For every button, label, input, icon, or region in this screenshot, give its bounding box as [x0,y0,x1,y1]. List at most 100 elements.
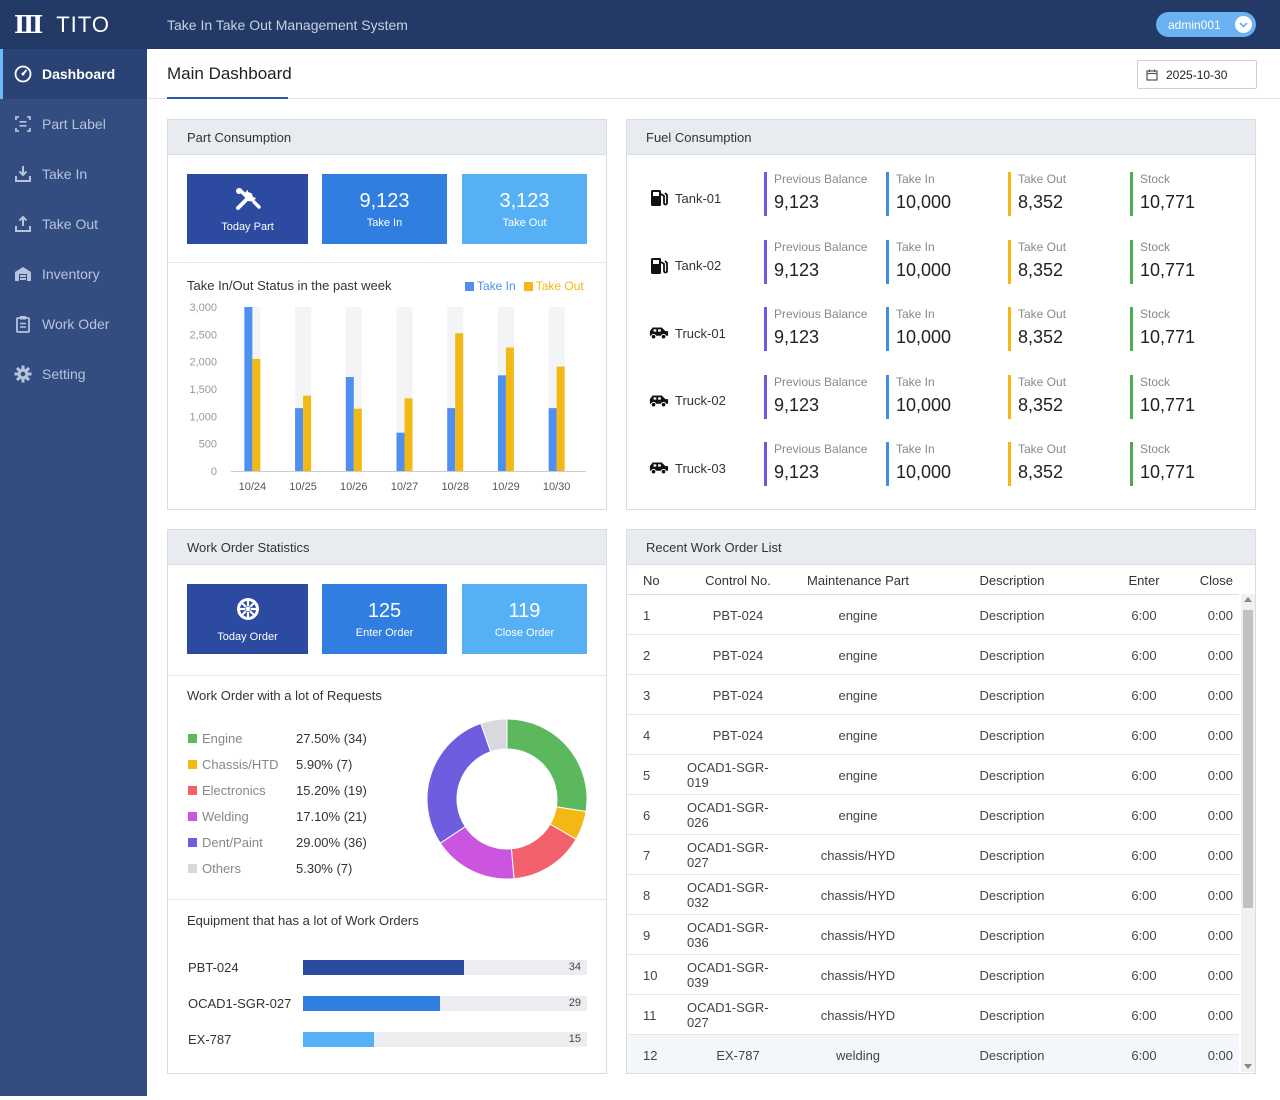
table-cell: Description [979,887,1045,903]
table-row[interactable]: 4 PBT-024 engine Description 6:00 0:00 [627,715,1239,755]
table-cell: 0:00 [1207,687,1233,703]
sidebar-item-take-in[interactable]: Take In [0,149,147,199]
bar-take-in-10-27[interactable] [396,432,405,471]
enter-order-tile[interactable]: 125 Enter Order [322,584,447,654]
table-row[interactable]: 7 OCAD1-SGR-027 chassis/HYD Description 6:00… [627,835,1239,875]
column-header[interactable]: Description [979,572,1045,588]
donut-slice-dent-paint[interactable] [426,722,492,844]
table-cell: 10 [643,967,658,983]
legend-swatch [188,811,197,821]
bar-take-in-10-30[interactable] [548,408,557,471]
bar-take-out-10-28[interactable] [455,333,464,471]
equipment-row[interactable]: OCAD1-SGR-027 29 [168,996,588,1012]
table-cell: OCAD1-SGR-032 [687,880,769,910]
legend-engine[interactable]: Engine 27.50% (34) [188,729,388,747]
y-tick-label: 1,000 [189,411,217,423]
table-cell: engine [838,607,878,623]
take-out-tile[interactable]: 3,123 Take Out [462,174,587,244]
sidebar-item-inventory[interactable]: Inventory [0,249,147,299]
bar-take-out-10-27[interactable] [404,398,413,471]
y-tick-label: 2,500 [189,329,217,341]
equipment-row[interactable]: EX-787 15 [168,1032,588,1048]
fuel-name-label: Truck-01 [675,325,726,341]
legend-dent-paint[interactable]: Dent/Paint 29.00% (36) [188,833,388,851]
fuel-consumption-panel: Fuel Consumption Tank-01 Previous Balance… [626,119,1256,510]
table-row[interactable]: 8 OCAD1-SGR-032 chassis/HYD Description 6:00… [627,875,1239,915]
legend-chassis-htd[interactable]: Chassis/HTD 5.90% (7) [188,755,388,773]
column-header[interactable]: Maintenance Part [807,572,909,588]
bar-take-in-10-26[interactable] [345,376,354,471]
table-row[interactable]: 1 PBT-024 engine Description 6:00 0:00 [627,595,1239,635]
metric-value: 10,771 [1140,192,1196,212]
sidebar-item-label: Dashboard [42,66,116,82]
table-row[interactable]: 11 OCAD1-SGR-027 chassis/HYD Description 6:0… [627,995,1239,1035]
legend-welding[interactable]: Welding 17.10% (21) [188,807,388,825]
bar-take-in-10-28[interactable] [447,408,456,471]
bar-take-in-10-25[interactable] [295,408,304,471]
sidebar-item-setting[interactable]: Setting [0,349,147,399]
column-header[interactable]: Control No. [705,572,771,588]
sidebar-item-take-out[interactable]: Take Out [0,199,147,249]
metric-value: 9,123 [774,327,820,348]
table-cell: 6 [643,807,651,823]
date-picker[interactable]: 2025-10-30 [1137,60,1257,89]
donut-slice-others[interactable] [480,718,508,753]
table-scrollbar[interactable] [1241,594,1255,1072]
table-cell: welding [835,1047,881,1063]
sidebar-item-dashboard[interactable]: Dashboard [0,49,147,99]
table-row[interactable]: 6 OCAD1-SGR-026 engine Description 6:00 0:00 [627,795,1239,835]
equipment-name: EX-787 [188,1032,232,1047]
metric-color-bar [1130,172,1133,216]
column-header[interactable]: Enter [1128,572,1160,588]
sidebar-item-part-label[interactable]: Part Label [0,99,147,149]
fuel-metric-in: Take In 10,000 [886,239,951,288]
table-row[interactable]: 2 PBT-024 engine Description 6:00 0:00 [627,635,1239,675]
legend-others[interactable]: Others 5.30% (7) [188,859,388,877]
today-part-tile[interactable]: Today Part [187,174,308,244]
scroll-up-icon[interactable] [1244,597,1252,602]
equipment-bar-fill [303,960,464,975]
scroll-down-icon[interactable] [1244,1064,1252,1069]
column-header[interactable]: No [643,572,660,588]
sidebar-item-work-oder[interactable]: Work Oder [0,299,147,349]
metric-color-bar [886,239,889,284]
equipment-count: 34 [568,961,581,973]
divider [168,262,606,263]
table-cell: Description [979,927,1045,943]
metric-color-bar [1130,374,1133,419]
fuel-name: Truck-01 [649,299,726,367]
fuel-row-tank-02: Tank-02 Previous Balance 9,123 Take In 10,00… [627,232,1255,300]
app-logo[interactable]: Ⅲ TITO [0,0,147,49]
bar-take-out-10-29[interactable] [505,347,514,471]
bar-take-in-10-24[interactable] [244,307,253,471]
bar-take-in-10-29[interactable] [497,375,506,471]
metric-value: 10,771 [1140,327,1196,348]
bar-take-out-10-26[interactable] [353,408,362,471]
table-row[interactable]: 12 EX-787 welding Description 6:00 0:00 [627,1035,1239,1073]
table-row[interactable]: 3 PBT-024 engine Description 6:00 0:00 [627,675,1239,715]
legend-electronics[interactable]: Electronics 15.20% (19) [188,781,388,799]
table-cell: 7 [643,847,651,863]
take-in-tile[interactable]: 9,123 Take In [322,174,447,244]
table-row[interactable]: 10 OCAD1-SGR-039 chassis/HYD Description 6:0… [627,955,1239,995]
user-menu-button[interactable]: admin001 [1156,12,1256,37]
legend-name: Others [202,860,242,876]
bar-take-out-10-25[interactable] [303,395,312,471]
table-cell: engine [838,727,878,743]
table-row[interactable]: 5 OCAD1-SGR-019 engine Description 6:00 0:00 [627,755,1239,795]
wheel-icon [235,596,261,627]
today-order-tile[interactable]: Today Order [187,584,308,654]
bar-take-out-10-30[interactable] [556,366,565,471]
column-header[interactable]: Close [1199,572,1233,588]
equipment-row[interactable]: PBT-024 34 [168,960,588,976]
scroll-thumb[interactable] [1243,610,1253,908]
legend-value: 5.30% (7) [296,860,353,876]
metric-value: 10,000 [896,327,952,348]
donut-slice-engine[interactable] [506,718,588,813]
metric-value: 10,000 [896,192,952,212]
close-order-tile[interactable]: 119 Close Order [462,584,587,654]
bar-take-out-10-24[interactable] [252,358,261,471]
table-row[interactable]: 9 OCAD1-SGR-036 chassis/HYD Description 6:00… [627,915,1239,955]
take-in-value: 9,123 [359,190,410,212]
equipment-bar-fill [303,1032,374,1047]
